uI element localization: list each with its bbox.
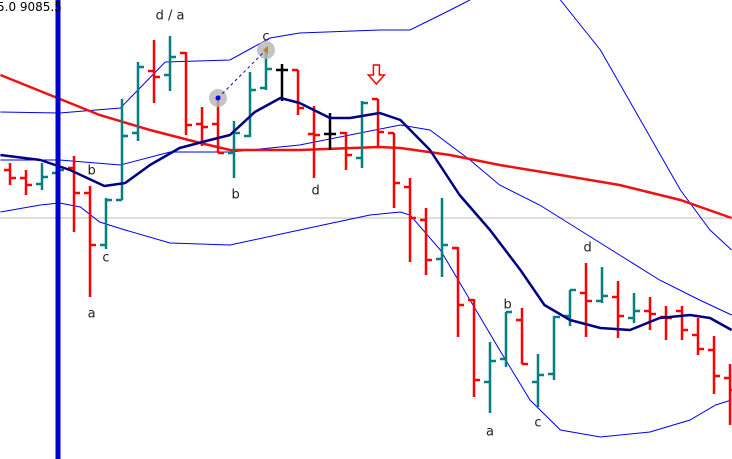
slow-moving-average-line bbox=[0, 73, 732, 220]
band-line bbox=[0, 0, 471, 114]
band-line bbox=[560, 0, 732, 251]
down-arrow-icon bbox=[366, 64, 387, 86]
connector-start-dot bbox=[215, 95, 221, 101]
ohlc-bar bbox=[36, 163, 48, 190]
ohlc-bar bbox=[468, 298, 480, 397]
ohlc-bar bbox=[308, 106, 320, 178]
ohlc-bar bbox=[244, 72, 256, 138]
ohlc-bar bbox=[596, 267, 608, 303]
price-readout: 5.0 9085.5 bbox=[0, 0, 62, 14]
trend-connector-line bbox=[217, 49, 267, 99]
ohlc-bar bbox=[292, 68, 304, 115]
band-line bbox=[0, 124, 732, 316]
ohlc-bar bbox=[436, 198, 448, 277]
ohlc-bar bbox=[644, 297, 656, 330]
ohlc-bar bbox=[132, 62, 144, 141]
ohlc-bar bbox=[548, 315, 560, 380]
ohlc-bar bbox=[692, 318, 704, 355]
ohlc-bar bbox=[708, 336, 720, 394]
ohlc-bar bbox=[356, 101, 368, 168]
ohlc-bar bbox=[724, 364, 732, 425]
ohlc-bar bbox=[404, 178, 416, 262]
ohlc-bar bbox=[628, 293, 640, 323]
ohlc-bar bbox=[516, 308, 528, 366]
ohlc-bar bbox=[484, 342, 496, 413]
wave-label: b bbox=[87, 164, 95, 179]
ohlc-bar bbox=[500, 310, 512, 367]
wave-label: d bbox=[311, 184, 319, 199]
ohlc-bar bbox=[276, 64, 288, 101]
connector-end-arrow-icon bbox=[263, 46, 268, 54]
wave-label: a bbox=[486, 425, 494, 440]
vertical-marker-line bbox=[55, 0, 61, 459]
ohlc-bar bbox=[676, 306, 688, 340]
wave-label: c bbox=[262, 30, 269, 45]
ohlc-bar bbox=[660, 306, 672, 340]
wave-label: d bbox=[583, 241, 591, 256]
wave-label: b bbox=[503, 298, 511, 313]
ohlc-bar bbox=[420, 208, 432, 275]
wave-label: c bbox=[534, 416, 541, 431]
ohlc-bar bbox=[84, 186, 96, 297]
ohlc-bar bbox=[100, 198, 112, 249]
ohlc-bar bbox=[180, 51, 192, 135]
fast-moving-average-line bbox=[0, 96, 732, 332]
ohlc-bar bbox=[68, 156, 80, 232]
ohlc-bar bbox=[532, 354, 544, 407]
ohlc-bar bbox=[148, 40, 160, 103]
wave-label: c bbox=[102, 251, 109, 266]
wave-label: d / a bbox=[156, 9, 185, 24]
wave-label: a bbox=[88, 307, 96, 322]
ohlc-bar bbox=[388, 131, 400, 208]
wave-label: b bbox=[231, 188, 239, 203]
band-line bbox=[0, 202, 732, 438]
ohlc-bar bbox=[20, 170, 32, 195]
ohlc-bar bbox=[196, 107, 208, 146]
ohlc-bar bbox=[452, 246, 464, 337]
ohlc-bar bbox=[164, 36, 176, 91]
ohlc-bar bbox=[340, 131, 352, 170]
ohlc-bar bbox=[372, 97, 384, 146]
ohlc-bar bbox=[4, 163, 16, 185]
